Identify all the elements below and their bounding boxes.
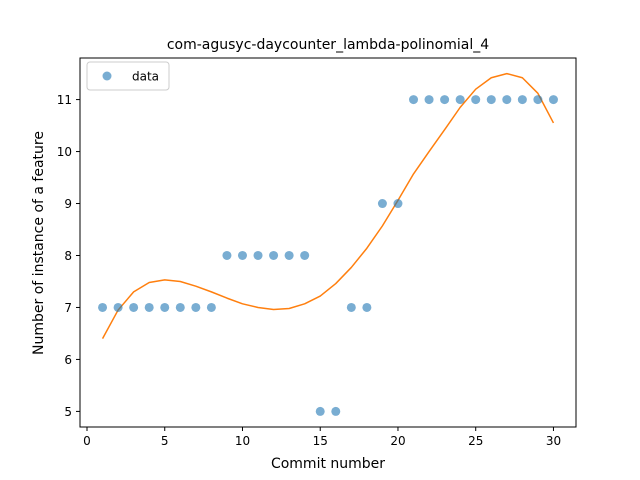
data-point: [440, 95, 450, 105]
y-axis-ticks: 5 6 7 8 9 10 11: [57, 93, 80, 419]
data-point: [393, 199, 403, 209]
y-tick-label: 6: [64, 353, 72, 367]
x-tick-label: 20: [390, 434, 405, 448]
x-axis-ticks: 0 5 10 15 20 25 30: [83, 427, 561, 448]
axes-frame: [79, 57, 577, 428]
x-axis-label: Commit number: [271, 456, 385, 472]
data-point: [191, 302, 201, 312]
legend-label: data: [132, 70, 159, 84]
data-point: [269, 250, 279, 260]
data-point: [409, 95, 419, 105]
data-point: [284, 250, 294, 260]
data-point: [486, 95, 496, 105]
data-point: [346, 302, 356, 312]
legend-box: [86, 61, 170, 91]
data-point: [533, 95, 543, 105]
y-tick-label: 10: [57, 145, 72, 159]
data-points-layer: [98, 95, 558, 416]
data-point: [377, 199, 387, 209]
legend-marker: [102, 71, 112, 81]
x-tick-label: 10: [235, 434, 250, 448]
x-tick-label: 0: [83, 434, 91, 448]
data-point: [237, 250, 247, 260]
legend: data: [86, 61, 170, 91]
data-point: [144, 302, 154, 312]
data-point: [471, 95, 481, 105]
data-point: [315, 406, 325, 416]
fit-line: [101, 72, 555, 340]
x-tick-label: 25: [468, 434, 483, 448]
x-tick-label: 15: [313, 434, 328, 448]
data-point: [253, 250, 263, 260]
data-point: [206, 302, 216, 312]
data-point: [129, 302, 139, 312]
fit-line-layer: [101, 72, 555, 340]
y-axis-label: Number of instance of a feature: [31, 131, 47, 355]
data-point: [455, 95, 465, 105]
y-tick-label: 8: [64, 249, 72, 263]
y-tick-label: 7: [64, 301, 72, 315]
chart-title: com-agusyc-daycounter_lambda-polinomial_…: [167, 37, 489, 53]
y-tick-label: 9: [64, 197, 72, 211]
x-tick-label: 5: [161, 434, 169, 448]
data-point: [502, 95, 512, 105]
x-tick-label: 30: [546, 434, 561, 448]
data-point: [548, 95, 558, 105]
data-point: [517, 95, 527, 105]
y-tick-label: 5: [64, 405, 72, 419]
data-point: [98, 302, 108, 312]
data-point: [362, 302, 372, 312]
data-point: [222, 250, 232, 260]
data-point: [331, 406, 341, 416]
data-point: [300, 250, 310, 260]
data-point: [160, 302, 170, 312]
data-point: [113, 302, 123, 312]
data-point: [424, 95, 434, 105]
y-tick-label: 11: [57, 93, 72, 107]
plot-area-border: [79, 57, 577, 428]
data-point: [175, 302, 185, 312]
